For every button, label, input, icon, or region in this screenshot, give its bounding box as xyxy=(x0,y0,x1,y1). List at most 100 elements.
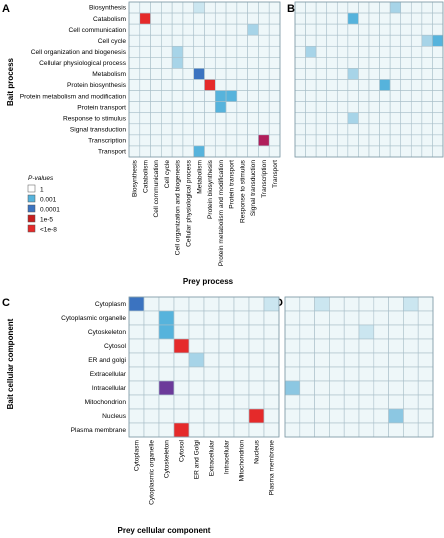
heatmap-cell xyxy=(214,79,227,91)
heatmap-cell xyxy=(247,123,259,136)
heatmap-cell xyxy=(294,23,306,36)
heatmap-cell xyxy=(410,145,423,158)
heatmap-cell xyxy=(305,34,317,47)
row-label: Signal transduction xyxy=(70,127,126,134)
heatmap-cell xyxy=(268,112,281,125)
heatmap-cell xyxy=(268,1,281,14)
heatmap-cell xyxy=(421,101,433,114)
heatmap-cell xyxy=(400,12,412,25)
heatmap-cell xyxy=(128,310,145,326)
heatmap-cell xyxy=(161,12,173,25)
heatmap-cell xyxy=(218,380,235,396)
heatmap-cell xyxy=(214,57,227,69)
heatmap-cell xyxy=(403,296,419,312)
heatmap-cell xyxy=(305,23,317,36)
heatmap-cell xyxy=(326,112,338,125)
heatmap-cell xyxy=(204,112,216,125)
heatmap-cell xyxy=(139,112,151,125)
heatmap-cell xyxy=(247,23,259,36)
heatmap-cell xyxy=(158,296,175,312)
heatmap-cell xyxy=(225,57,238,69)
heatmap-cell xyxy=(128,68,141,80)
heatmap-cell xyxy=(379,57,391,69)
heatmap-cell xyxy=(171,1,184,14)
heatmap-cell xyxy=(299,324,315,340)
heatmap-cell xyxy=(388,324,404,340)
heatmap-cell xyxy=(128,134,141,147)
heatmap-cell xyxy=(128,79,141,91)
heatmap-cell xyxy=(403,394,419,410)
heatmap-cell xyxy=(236,90,248,102)
heatmap-cell xyxy=(400,23,412,36)
heatmap-cell xyxy=(379,90,391,102)
row-label: Cytosol xyxy=(104,343,127,350)
heatmap-cell xyxy=(417,408,434,424)
heatmap-cell xyxy=(236,134,248,147)
heatmap-cell xyxy=(368,145,380,158)
heatmap-cell xyxy=(294,12,306,25)
heatmap-cell xyxy=(410,23,423,36)
heatmap-cell xyxy=(315,57,328,69)
heatmap-cell xyxy=(410,1,423,14)
legend-label: 0.0001 xyxy=(40,207,60,214)
heatmap-cell xyxy=(299,408,315,424)
heatmap-cell xyxy=(193,23,205,36)
heatmap-cell xyxy=(188,338,205,354)
heatmap-cell xyxy=(347,79,359,91)
heatmap-cell xyxy=(284,394,301,410)
heatmap-cell xyxy=(347,68,359,80)
heatmap-cell xyxy=(203,310,220,326)
heatmap-cell xyxy=(336,134,349,147)
heatmap-cell xyxy=(379,134,391,147)
heatmap-cell xyxy=(389,57,402,69)
heatmap-cell xyxy=(225,79,238,91)
heatmap-cell xyxy=(193,90,205,102)
heatmap-cell xyxy=(263,352,280,368)
heatmap-cell xyxy=(143,310,160,326)
column-label: Biosynthesis xyxy=(132,159,139,197)
heatmap-cell xyxy=(236,34,248,47)
heatmap-cell xyxy=(268,12,281,25)
heatmap-cell xyxy=(368,112,380,125)
heatmap-cell xyxy=(193,12,205,25)
row-label: Biosynthesis xyxy=(89,5,127,12)
row-label: Cell organization and biogenesis xyxy=(31,49,127,56)
heatmap-cell xyxy=(400,34,412,47)
heatmap-cell xyxy=(128,90,141,102)
heatmap-cell xyxy=(299,310,315,326)
heatmap-cell xyxy=(315,68,328,80)
heatmap-cell xyxy=(315,12,328,25)
heatmap-cell xyxy=(182,145,195,158)
heatmap-cell xyxy=(161,145,173,158)
heatmap-cell xyxy=(193,57,205,69)
heatmap-cell xyxy=(182,101,195,114)
heatmap-cell xyxy=(326,90,338,102)
heatmap-cell xyxy=(410,112,423,125)
heatmap-cell xyxy=(336,1,349,14)
heatmap-cell xyxy=(193,101,205,114)
heatmap-frame xyxy=(294,1,444,158)
heatmap-cell xyxy=(268,134,281,147)
heatmap-cell xyxy=(263,366,280,382)
heatmap-cell xyxy=(432,90,444,102)
heatmap-cell xyxy=(128,101,141,114)
heatmap-cell xyxy=(432,123,444,136)
row-label: Extracellular xyxy=(90,371,127,378)
heatmap-cell xyxy=(329,310,345,326)
heatmap-cell xyxy=(294,79,306,91)
heatmap-cell xyxy=(268,34,281,47)
heatmap-cell xyxy=(173,296,190,312)
heatmap-cell xyxy=(173,324,190,340)
heatmap-cell xyxy=(171,45,184,58)
heatmap-cell xyxy=(299,366,315,382)
heatmap-cell xyxy=(139,1,151,14)
heatmap-cell xyxy=(173,366,190,382)
heatmap-cell xyxy=(373,380,389,396)
heatmap-cell xyxy=(247,68,259,80)
heatmap-cell xyxy=(182,57,195,69)
heatmap-cell xyxy=(305,57,317,69)
heatmap-cell xyxy=(150,123,162,136)
heatmap-cell xyxy=(193,68,205,80)
heatmap-cell xyxy=(203,366,220,382)
legend-swatch xyxy=(27,204,36,213)
